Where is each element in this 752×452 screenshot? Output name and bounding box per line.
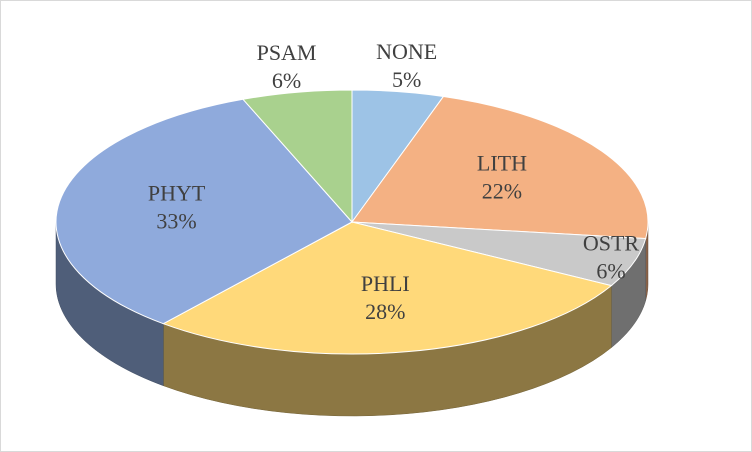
category-label: PSAM xyxy=(257,40,317,65)
pie-slice xyxy=(351,95,649,240)
category-label: PHLI xyxy=(361,271,410,296)
pie-tops xyxy=(55,89,649,355)
category-label: LITH xyxy=(477,151,527,176)
pie-slice xyxy=(55,98,353,325)
category-label: NONE xyxy=(376,39,437,64)
value-label: 22% xyxy=(482,179,522,204)
category-label: OSTR xyxy=(583,231,640,256)
value-label: 5% xyxy=(392,67,421,92)
data-labels: NONE 5% LITH 22% OSTR 6% PHLI 28% PHYT 33% PSAM 6% xyxy=(148,39,640,324)
pie-slice xyxy=(242,89,353,224)
value-label: 28% xyxy=(365,299,405,324)
value-label: 6% xyxy=(272,68,301,93)
value-label: 6% xyxy=(596,259,625,284)
value-label: 33% xyxy=(156,209,196,234)
pie-slice xyxy=(162,221,613,355)
category-label: PHYT xyxy=(148,181,206,206)
